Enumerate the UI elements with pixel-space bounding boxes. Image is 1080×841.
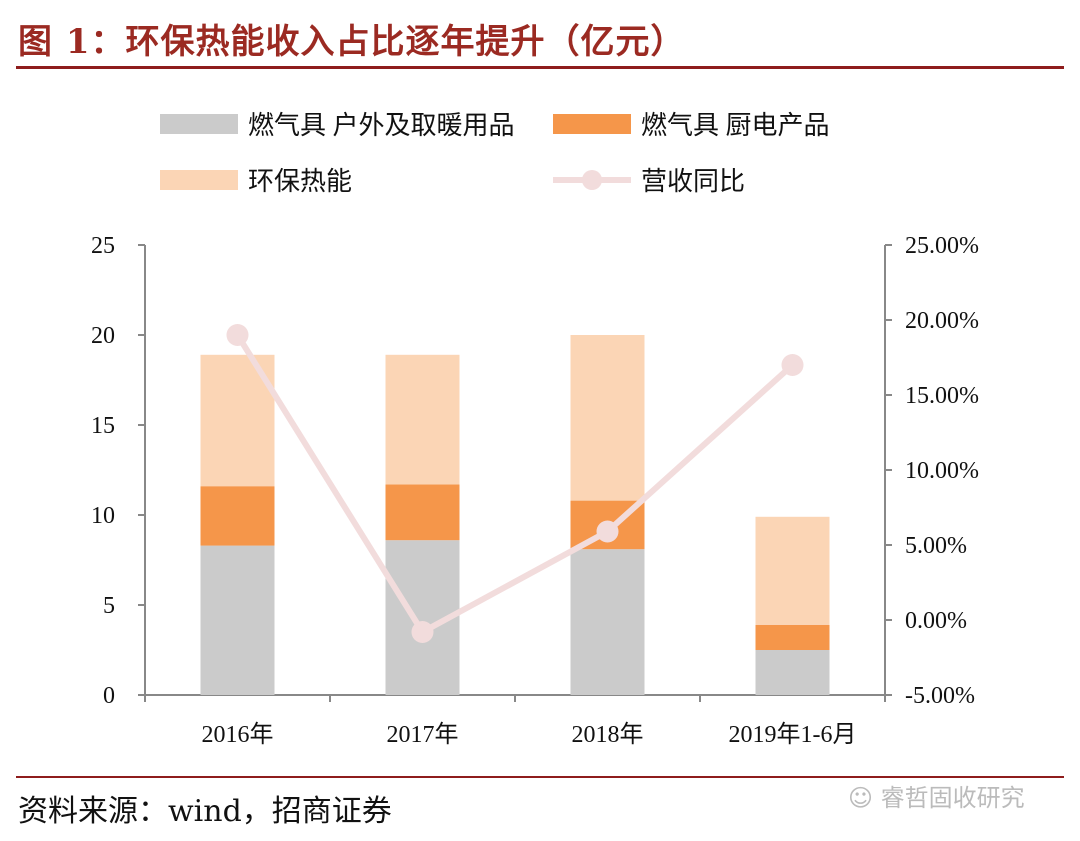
right-tick-label: 0.00% bbox=[905, 608, 967, 634]
legend-swatch bbox=[553, 114, 631, 134]
bar-2 bbox=[385, 484, 460, 541]
title-rule bbox=[16, 66, 1064, 69]
right-tick-label: 10.00% bbox=[905, 458, 979, 484]
watermark-text: 睿哲固收研究 bbox=[880, 784, 1025, 812]
footer-rule bbox=[16, 776, 1064, 778]
line-series bbox=[234, 333, 795, 636]
wechat-icon: ☺ bbox=[848, 784, 881, 812]
line-point bbox=[596, 520, 619, 543]
left-tick-label: 25 bbox=[91, 233, 115, 259]
legend-swatch bbox=[160, 114, 238, 134]
legend-label: 燃气具 户外及取暖用品 bbox=[248, 111, 515, 140]
left-tick-label: 0 bbox=[103, 683, 115, 709]
line-point bbox=[411, 621, 434, 643]
right-tick-label: 5.00% bbox=[905, 533, 967, 559]
legend-label: 燃气具 厨电产品 bbox=[641, 111, 830, 140]
watermark: ☺ 睿哲固收研究 bbox=[848, 778, 1025, 813]
line-point bbox=[781, 354, 804, 376]
line-point bbox=[226, 324, 249, 346]
bar-2 bbox=[755, 624, 830, 650]
x-tick-label: 2019年1-6月 bbox=[729, 721, 857, 748]
legend-swatch bbox=[160, 170, 238, 190]
bar-1 bbox=[755, 650, 830, 695]
left-tick-label: 15 bbox=[91, 413, 115, 439]
bar-1 bbox=[200, 545, 275, 695]
left-tick-label: 10 bbox=[91, 503, 115, 529]
left-tick-label: 20 bbox=[91, 323, 115, 349]
source-note: 资料来源：wind，招商证券 bbox=[18, 794, 392, 829]
right-tick-label: -5.00% bbox=[905, 683, 975, 709]
bar-3 bbox=[755, 516, 830, 625]
right-tick-label: 20.00% bbox=[905, 308, 979, 334]
left-tick-label: 5 bbox=[103, 593, 115, 619]
bar-3 bbox=[570, 335, 645, 501]
x-tick-label: 2016年 bbox=[202, 721, 274, 748]
legend-marker bbox=[582, 170, 602, 190]
bar-3 bbox=[385, 354, 460, 485]
legend-label: 环保热能 bbox=[248, 167, 352, 196]
bar-1 bbox=[570, 549, 645, 695]
bar-2 bbox=[200, 486, 275, 546]
right-tick-label: 15.00% bbox=[905, 383, 979, 409]
x-tick-label: 2017年 bbox=[387, 721, 459, 748]
chart-title: 图 1：环保热能收入占比逐年提升（亿元） bbox=[18, 22, 686, 62]
x-tick-label: 2018年 bbox=[572, 721, 644, 748]
right-tick-label: 25.00% bbox=[905, 233, 979, 259]
legend-label: 营收同比 bbox=[641, 167, 745, 196]
